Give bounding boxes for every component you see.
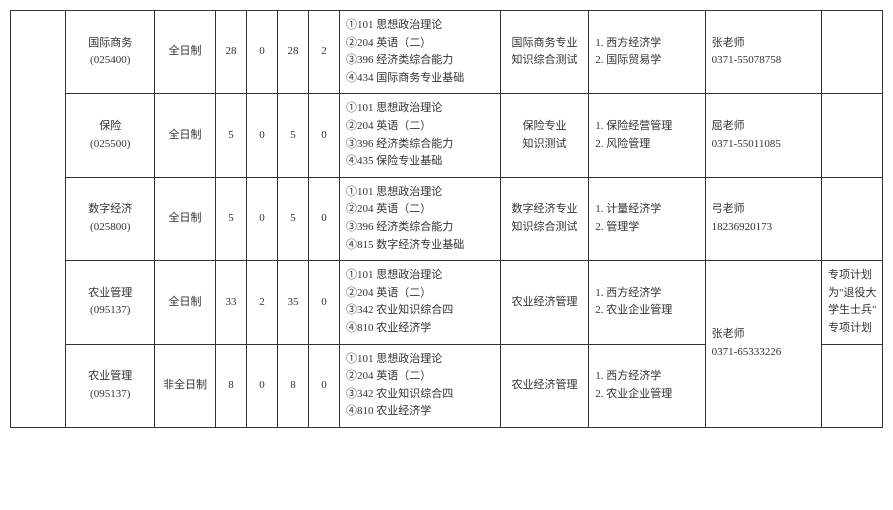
num-cell: 0 [246,94,277,177]
exam-cell: ①101 思想政治理论②204 英语（二）③396 经济类综合能力④434 国际… [340,11,501,94]
notes-cell: 专项计划为"退役大学生士兵"专项计划 [821,261,882,344]
retest-cell: 国际商务专业知识综合测试 [500,11,589,94]
major-cell: 保险(025500) [66,94,155,177]
num-cell: 5 [215,177,246,260]
retest-cell: 保险专业知识测试 [500,94,589,177]
num-cell: 8 [277,344,308,427]
mode-cell: 全日制 [155,11,216,94]
major-cell: 数字经济(025800) [66,177,155,260]
table-row: 数字经济(025800) 全日制 5 0 5 0 ①101 思想政治理论②204… [11,177,883,260]
major-cell: 农业管理(095137) [66,344,155,427]
mode-cell: 非全日制 [155,344,216,427]
contact-cell: 张老师0371-55078758 [705,11,821,94]
num-cell: 0 [246,177,277,260]
blank-cell [11,11,66,428]
table-row: 农业管理(095137) 全日制 33 2 35 0 ①101 思想政治理论②2… [11,261,883,344]
ref-cell: 1. 保险经营管理2. 风险管理 [589,94,705,177]
program-table: 国际商务(025400) 全日制 28 0 28 2 ①101 思想政治理论②2… [10,10,883,428]
ref-cell: 1. 西方经济学2. 农业企业管理 [589,344,705,427]
num-cell: 0 [246,11,277,94]
mode-cell: 全日制 [155,177,216,260]
num-cell: 5 [277,94,308,177]
mode-cell: 全日制 [155,94,216,177]
notes-cell [821,344,882,427]
exam-cell: ①101 思想政治理论②204 英语（二）③396 经济类综合能力④815 数字… [340,177,501,260]
num-cell: 28 [215,11,246,94]
num-cell: 8 [215,344,246,427]
exam-cell: ①101 思想政治理论②204 英语（二）③342 农业知识综合四④810 农业… [340,261,501,344]
num-cell: 5 [277,177,308,260]
major-cell: 农业管理(095137) [66,261,155,344]
retest-cell: 数字经济专业知识综合测试 [500,177,589,260]
table-row: 国际商务(025400) 全日制 28 0 28 2 ①101 思想政治理论②2… [11,11,883,94]
num-cell: 0 [246,344,277,427]
contact-cell: 屈老师0371-55011085 [705,94,821,177]
num-cell: 2 [309,11,340,94]
table-row: 保险(025500) 全日制 5 0 5 0 ①101 思想政治理论②204 英… [11,94,883,177]
mode-cell: 全日制 [155,261,216,344]
num-cell: 2 [246,261,277,344]
contact-cell: 张老师0371-65333226 [705,261,821,428]
major-cell: 国际商务(025400) [66,11,155,94]
num-cell: 0 [309,177,340,260]
num-cell: 0 [309,344,340,427]
num-cell: 0 [309,261,340,344]
retest-cell: 农业经济管理 [500,261,589,344]
notes-cell [821,94,882,177]
ref-cell: 1. 计量经济学2. 管理学 [589,177,705,260]
exam-cell: ①101 思想政治理论②204 英语（二）③342 农业知识综合四④810 农业… [340,344,501,427]
num-cell: 0 [309,94,340,177]
notes-cell [821,177,882,260]
num-cell: 35 [277,261,308,344]
ref-cell: 1. 西方经济学2. 农业企业管理 [589,261,705,344]
ref-cell: 1. 西方经济学2. 国际贸易学 [589,11,705,94]
notes-cell [821,11,882,94]
num-cell: 33 [215,261,246,344]
contact-cell: 弓老师18236920173 [705,177,821,260]
num-cell: 28 [277,11,308,94]
retest-cell: 农业经济管理 [500,344,589,427]
num-cell: 5 [215,94,246,177]
exam-cell: ①101 思想政治理论②204 英语（二）③396 经济类综合能力④435 保险… [340,94,501,177]
